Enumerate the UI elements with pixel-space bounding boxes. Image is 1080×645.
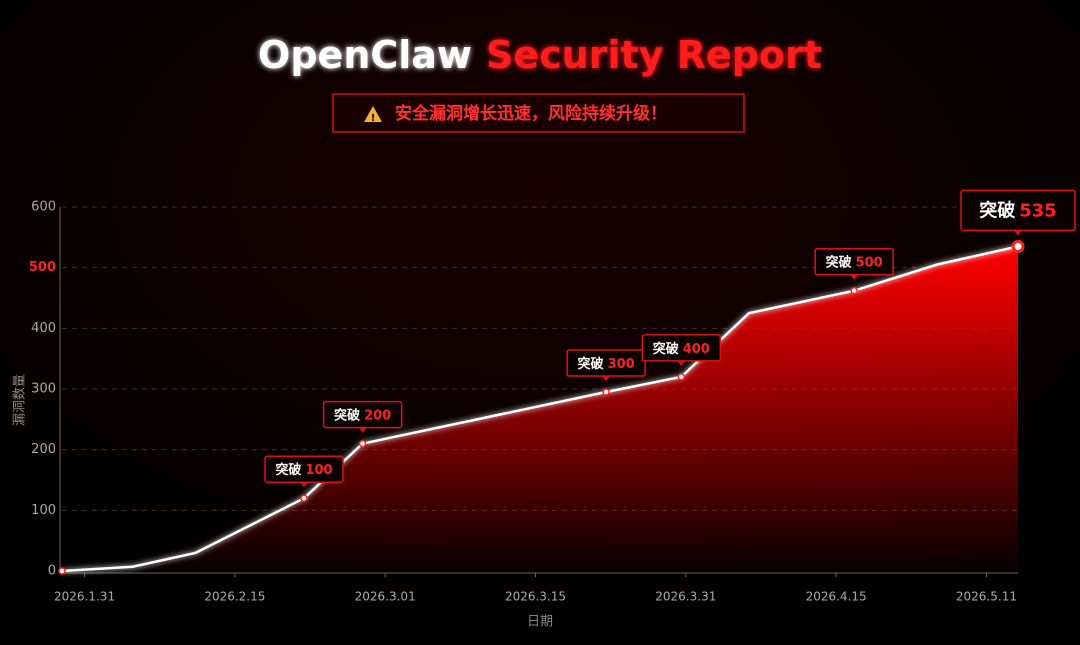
subtitle: 安全漏洞增长迅速，风险持续升级！ — [395, 103, 667, 124]
annotation: 突破 500 — [814, 247, 894, 280]
annotation-text: 突破 100 — [275, 462, 332, 478]
annotation-label: 突破 — [826, 254, 852, 270]
annotation: 突破 535 — [960, 189, 1076, 236]
annotation-value: 200 — [364, 408, 391, 423]
point — [677, 373, 686, 381]
point — [850, 286, 858, 295]
annotation-label: 突破 — [979, 199, 1015, 221]
annotation-label: 突破 — [275, 462, 301, 478]
annotation-value: 100 — [305, 463, 332, 478]
x-tick-label: 2026.5.11 — [956, 590, 1017, 604]
subtitle-box — [332, 93, 745, 133]
annotation: 突破 300 — [566, 349, 646, 382]
annotation-text: 突破 400 — [653, 340, 710, 356]
point — [358, 439, 367, 448]
x-tick-label: 2026.3.01 — [355, 590, 416, 604]
y-tick-label: 0 — [48, 564, 56, 579]
annotation-pointer — [850, 274, 859, 280]
x-tick-label: 2026.4.15 — [806, 590, 867, 604]
y-tick-label: 100 — [31, 503, 56, 518]
point — [58, 567, 66, 575]
annotation-label: 突破 — [653, 340, 679, 356]
x-tick-label: 2026.1.31 — [54, 590, 115, 604]
annotation-text: 突破 500 — [826, 254, 883, 270]
point — [602, 388, 610, 396]
annotation-label: 突破 — [334, 407, 360, 423]
title-part: Security Report — [486, 33, 822, 77]
x-tick-label: 2026.3.31 — [655, 590, 716, 604]
chart-title: OpenClaw Security Report — [258, 33, 822, 77]
warning-icon — [364, 106, 382, 122]
x-tick-label: 2026.2.15 — [204, 590, 265, 604]
annotation-pointer — [358, 427, 367, 433]
point — [1011, 239, 1025, 253]
area — [62, 246, 1018, 571]
y-tick-label: 300 — [31, 382, 56, 397]
annotation-label: 突破 — [578, 356, 604, 372]
x-tick-label: 2026.3.15 — [505, 590, 566, 604]
annotation: 突破 100 — [264, 455, 344, 488]
y-axis-label: 漏洞数量 — [12, 374, 28, 426]
y-tick-label: 600 — [31, 200, 56, 215]
y-tick-label: 500 — [29, 260, 56, 275]
warning-mark: ! — [371, 113, 376, 124]
annotation-value: 500 — [856, 255, 883, 270]
y-tick-label: 400 — [31, 321, 56, 336]
annotation-text: 突破 300 — [578, 356, 635, 372]
y-tick-label: 200 — [31, 442, 56, 457]
annotation-pointer — [300, 482, 309, 488]
title-part: OpenClaw — [258, 33, 472, 77]
annotation: 突破 400 — [641, 334, 722, 366]
annotation: 突破 200 — [322, 400, 403, 433]
point — [300, 494, 308, 502]
annotation-text: 突破 535 — [979, 199, 1057, 221]
annotation-box — [960, 189, 1076, 232]
annotation-value: 535 — [1019, 200, 1057, 221]
annotation-pointer — [602, 376, 611, 382]
annotation-pointer — [1014, 230, 1022, 236]
annotation-pointer — [677, 360, 686, 366]
annotation-text: 突破 200 — [334, 407, 391, 423]
annotation-value: 400 — [683, 341, 710, 356]
x-axis-label: 日期 — [527, 615, 553, 630]
annotation-value: 300 — [608, 357, 635, 372]
